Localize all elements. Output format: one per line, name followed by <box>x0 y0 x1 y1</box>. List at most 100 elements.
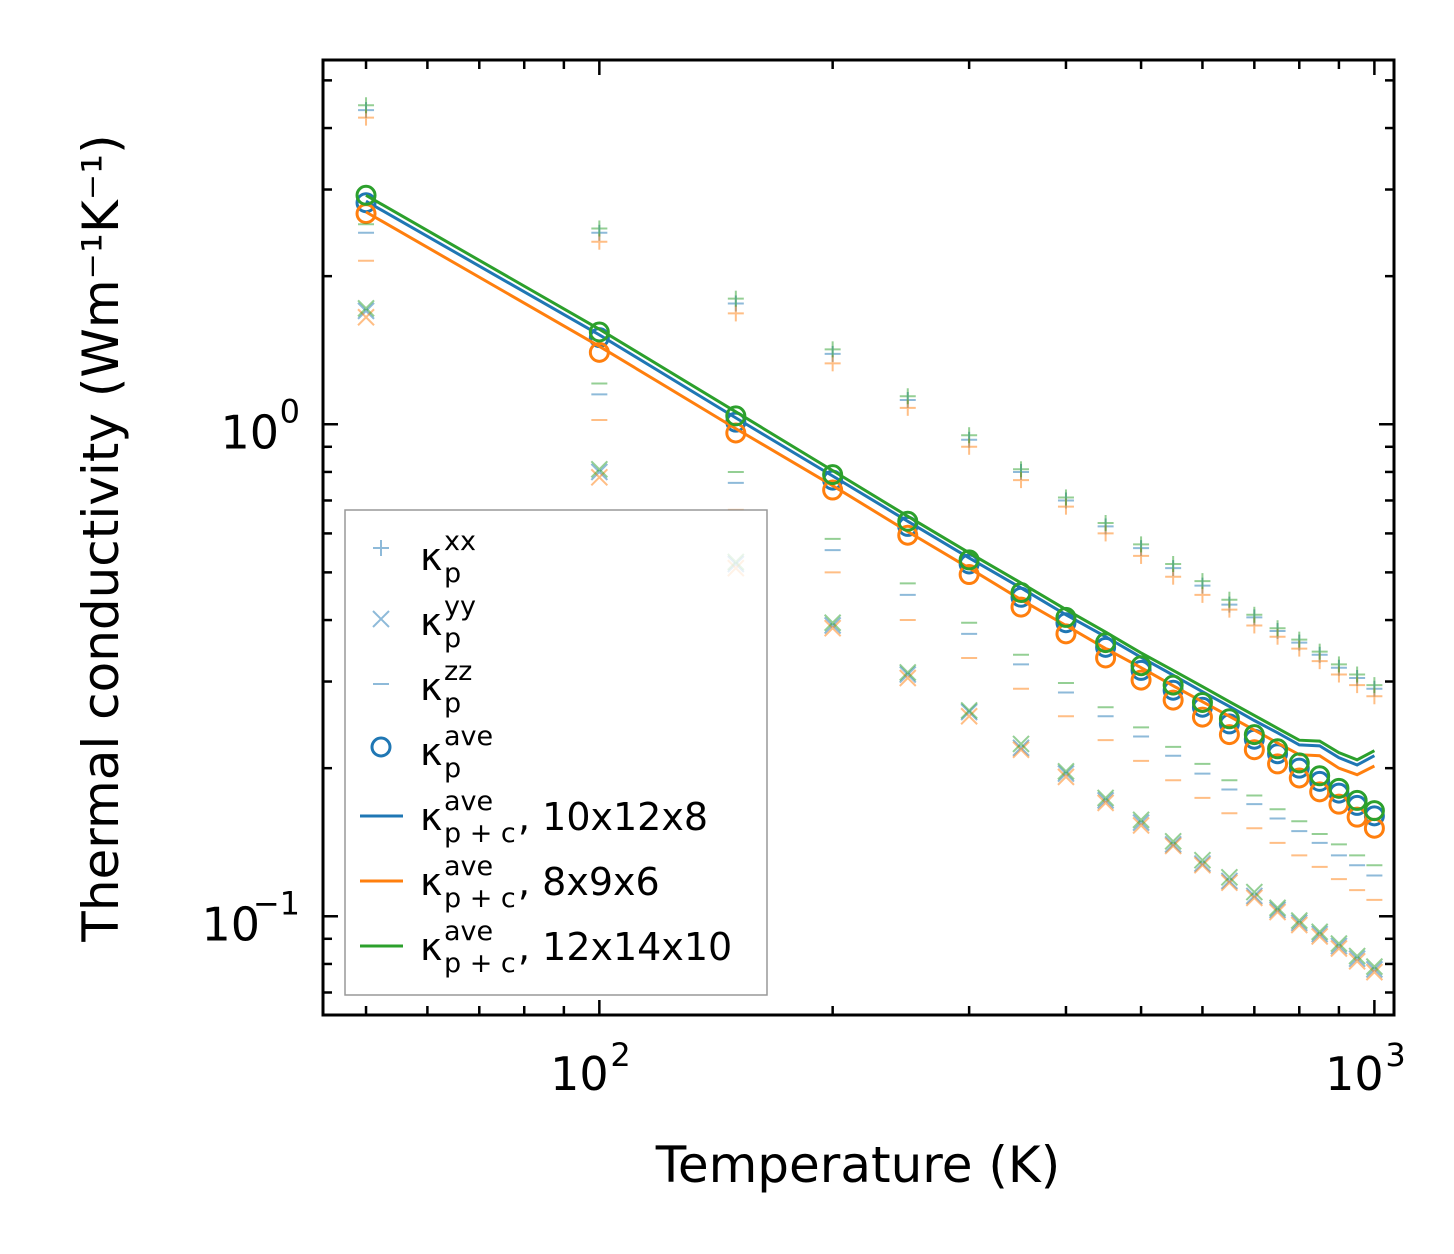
kyy-point <box>1132 816 1150 835</box>
legend-box <box>344 509 768 996</box>
kyy-point <box>1365 963 1384 981</box>
kyy-point <box>357 299 375 318</box>
legend-subscript: p + c <box>444 948 516 979</box>
kyy-point <box>823 614 842 632</box>
kave-point <box>1162 674 1184 696</box>
kave-point <box>1010 582 1032 604</box>
kyy-point <box>1012 735 1030 753</box>
kyy-point <box>1245 887 1264 905</box>
kave-point <box>897 524 919 546</box>
kyy-point <box>899 669 917 687</box>
kxx-point <box>824 355 841 372</box>
legend-x-marker <box>372 610 390 628</box>
kyy-point <box>1268 901 1287 919</box>
kyy-point <box>1057 764 1075 783</box>
kyy-point <box>1057 768 1075 786</box>
kave-point <box>1055 623 1077 645</box>
kxx-point <box>1269 620 1286 637</box>
kxx-point <box>1194 586 1211 603</box>
kave-point <box>958 549 980 571</box>
kxx-point <box>899 388 916 405</box>
legend-superscript: ave <box>444 916 493 947</box>
kyy-point <box>1132 811 1150 829</box>
legend-kappa: κ <box>420 665 442 709</box>
kyy-point <box>1310 927 1329 946</box>
legend-item: κ xxp <box>373 526 476 589</box>
legend-kappa: κ <box>420 925 442 969</box>
kyy-point <box>1310 925 1329 943</box>
legend-superscript: xx <box>444 526 476 557</box>
x-tick-label: 10 <box>550 1047 609 1101</box>
kxx-point <box>1097 514 1114 531</box>
legend-kappa: κ <box>420 795 442 839</box>
kyy-point <box>823 619 842 637</box>
kyy-point <box>1057 762 1075 781</box>
series-12x14x10 <box>355 97 1385 976</box>
legend-superscript: zz <box>444 656 472 687</box>
kyy-point <box>1164 837 1182 855</box>
kave-point <box>1363 800 1385 822</box>
kyy-point <box>1096 791 1115 810</box>
kxx-point <box>358 97 375 114</box>
kyy-point <box>1348 947 1366 965</box>
kave-point <box>1243 739 1265 761</box>
kxx-point <box>1133 536 1150 553</box>
kave-point <box>822 464 844 486</box>
legend-subscript: p + c <box>444 883 516 914</box>
kyy-point <box>1012 739 1030 757</box>
kave-point <box>1309 781 1331 803</box>
kave-point <box>1309 770 1331 792</box>
kyy-point <box>1290 911 1308 930</box>
kyy-point <box>590 463 609 481</box>
legend-kappa: κ <box>420 730 442 774</box>
kyy-point <box>1290 916 1308 934</box>
kxx-point <box>1349 666 1366 683</box>
legend-subscript: p <box>444 558 461 589</box>
x-axis-label: Temperature (K) <box>655 1136 1060 1194</box>
kyy-point <box>899 663 917 682</box>
kyy-point <box>357 302 375 320</box>
kpc-line-10x12x8 <box>365 199 1376 767</box>
kave-point <box>1191 706 1213 728</box>
kyy-point <box>960 707 978 725</box>
kxx-point <box>727 290 744 307</box>
y-tick-label-exponent: 0 <box>280 392 300 430</box>
legend-suffix: , 8x9x6 <box>518 860 660 904</box>
legend-item: κ zzp <box>373 656 472 719</box>
kpc-line-12x14x10 <box>365 193 1376 762</box>
kyy-point <box>1096 789 1115 807</box>
kyy-point <box>823 616 842 635</box>
kyy-point <box>1348 949 1366 968</box>
kxx-point <box>1246 606 1263 623</box>
kave-point <box>1191 691 1213 713</box>
legend-kappa: κ <box>420 535 442 579</box>
kave-point <box>1010 596 1032 618</box>
kyy-point <box>1330 939 1348 958</box>
kave-point <box>725 405 747 427</box>
y-tick-label: 10 <box>201 897 260 951</box>
kxx-point <box>1013 461 1030 478</box>
legend-circle-marker <box>370 736 392 758</box>
kxx-point <box>824 341 841 358</box>
kxx-point <box>1311 643 1328 660</box>
x-tick-label: 10 <box>1325 1047 1384 1101</box>
kave-point <box>1328 777 1350 799</box>
legend-subscript: p <box>444 753 461 784</box>
plot-frame <box>321 58 1396 1017</box>
kyy-point <box>1330 934 1348 953</box>
kave-point <box>1346 789 1368 811</box>
legend-suffix: , 12x14x10 <box>518 925 732 969</box>
kyy-point <box>590 468 609 487</box>
kyy-point <box>899 665 917 684</box>
kxx-point <box>727 305 744 322</box>
kpc-line-8x9x6 <box>365 210 1376 777</box>
legend-superscript: yy <box>444 591 476 622</box>
tick-layer <box>323 60 1394 1015</box>
kyy-point <box>1348 952 1366 971</box>
legend-subscript: p + c <box>444 818 516 849</box>
kyy-point <box>1193 851 1212 869</box>
kave-point <box>1309 765 1331 787</box>
